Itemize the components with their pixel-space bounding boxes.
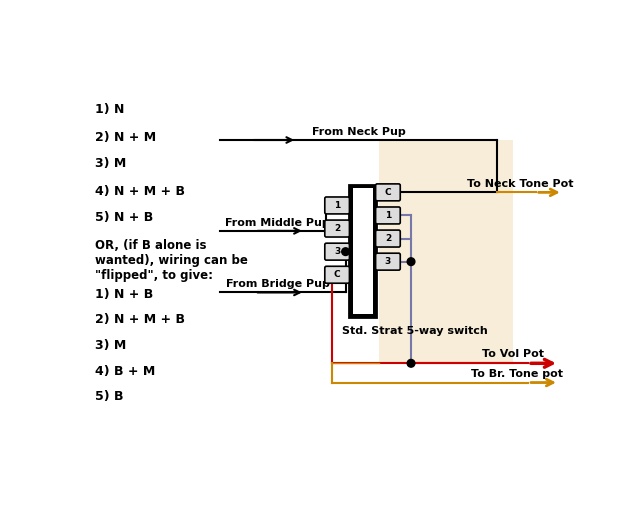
FancyBboxPatch shape — [376, 207, 400, 224]
Text: 1) N: 1) N — [95, 103, 125, 116]
FancyBboxPatch shape — [353, 188, 373, 314]
FancyBboxPatch shape — [325, 220, 350, 237]
Text: 2: 2 — [334, 224, 340, 233]
Text: 2) N + M: 2) N + M — [95, 131, 157, 144]
Text: 1) N + B: 1) N + B — [95, 288, 153, 301]
Text: 3: 3 — [385, 257, 391, 266]
Text: 4) B + M: 4) B + M — [95, 365, 155, 378]
Text: 1: 1 — [334, 201, 340, 210]
FancyBboxPatch shape — [325, 197, 350, 214]
Text: C: C — [334, 270, 341, 279]
Circle shape — [342, 248, 350, 256]
Text: From Neck Pup: From Neck Pup — [312, 127, 406, 137]
FancyBboxPatch shape — [376, 184, 400, 201]
Text: C: C — [385, 188, 391, 197]
Text: From Middle Pup: From Middle Pup — [226, 218, 330, 228]
Text: 3) M: 3) M — [95, 339, 127, 352]
Text: To Br. Tone pot: To Br. Tone pot — [470, 369, 562, 379]
FancyBboxPatch shape — [376, 230, 400, 247]
Text: 3: 3 — [334, 247, 340, 256]
FancyBboxPatch shape — [325, 266, 350, 283]
FancyBboxPatch shape — [350, 185, 376, 317]
Text: From Bridge Pup: From Bridge Pup — [226, 279, 330, 289]
Text: 3) M: 3) M — [95, 157, 127, 170]
Text: 5) B: 5) B — [95, 390, 124, 403]
Text: Std. Strat 5-way switch: Std. Strat 5-way switch — [342, 327, 488, 337]
Text: 4) N + M + B: 4) N + M + B — [95, 185, 185, 197]
Text: To Neck Tone Pot: To Neck Tone Pot — [467, 178, 574, 188]
Circle shape — [407, 360, 415, 367]
FancyBboxPatch shape — [325, 243, 350, 260]
Text: 1: 1 — [385, 211, 391, 220]
Text: 5) N + B: 5) N + B — [95, 211, 153, 224]
Text: 2) N + M + B: 2) N + M + B — [95, 313, 185, 326]
FancyBboxPatch shape — [376, 253, 400, 270]
Text: To Vol Pot: To Vol Pot — [482, 350, 544, 360]
Text: OR, (if B alone is
wanted), wiring can be
"flipped", to give:: OR, (if B alone is wanted), wiring can b… — [95, 238, 248, 281]
Text: 2: 2 — [385, 234, 391, 243]
FancyBboxPatch shape — [380, 140, 512, 363]
Circle shape — [407, 258, 415, 266]
